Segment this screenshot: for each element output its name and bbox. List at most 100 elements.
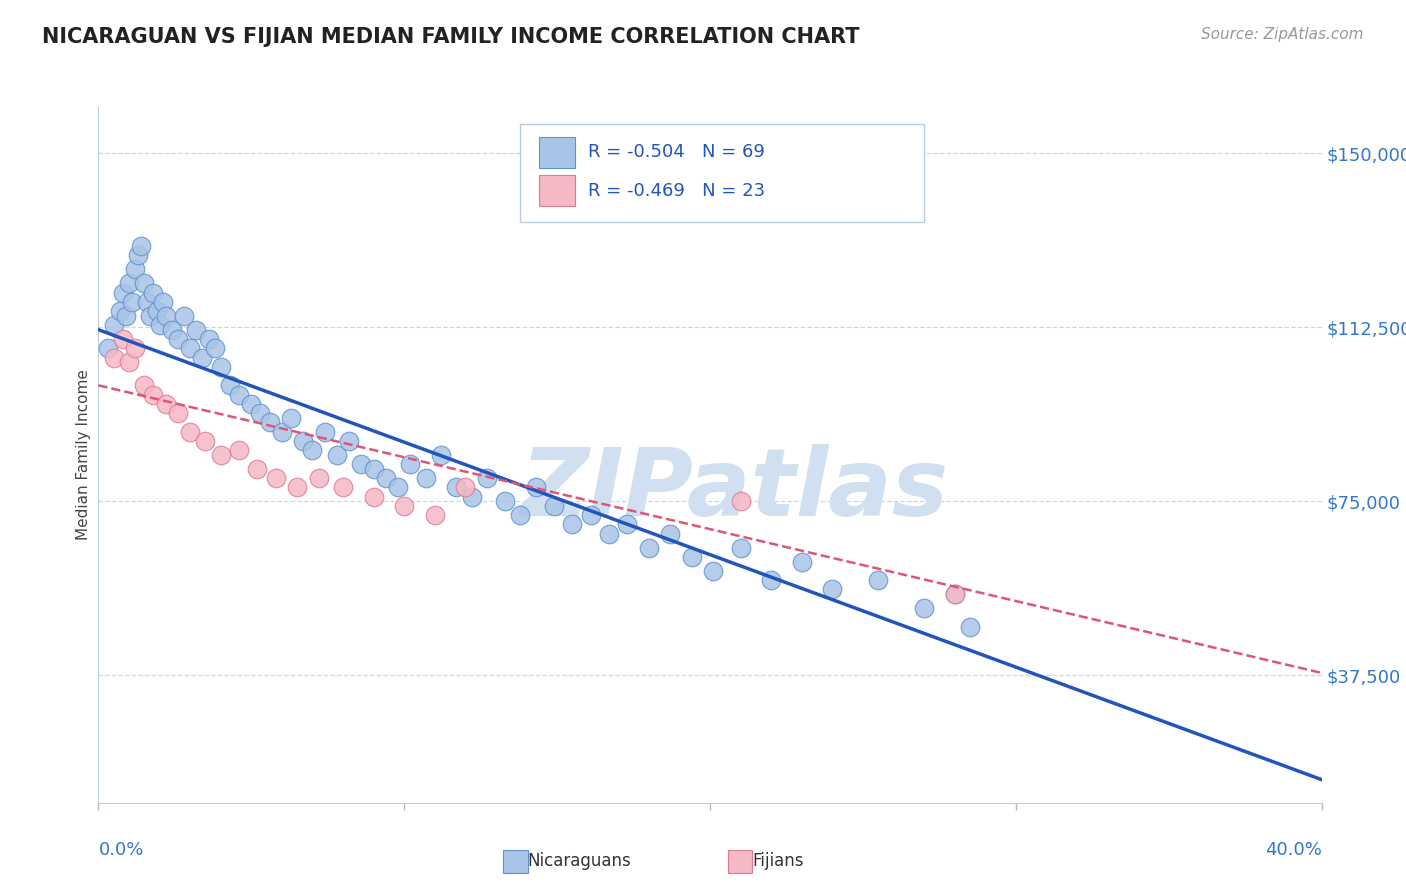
Point xyxy=(730,494,752,508)
Point xyxy=(129,239,152,253)
Point xyxy=(167,406,190,420)
Text: R = -0.504   N = 69: R = -0.504 N = 69 xyxy=(588,144,765,161)
Point xyxy=(149,318,172,332)
Point xyxy=(155,309,177,323)
Point xyxy=(197,332,219,346)
Point xyxy=(194,434,217,448)
Point xyxy=(616,517,638,532)
Point xyxy=(167,332,190,346)
Point xyxy=(179,425,201,439)
Point xyxy=(759,573,782,587)
Point xyxy=(460,490,482,504)
Text: Fijians: Fijians xyxy=(752,852,804,870)
Point xyxy=(363,462,385,476)
Point xyxy=(249,406,271,420)
Point xyxy=(111,332,134,346)
Point xyxy=(392,499,416,513)
Point xyxy=(374,471,396,485)
Text: 0.0%: 0.0% xyxy=(98,841,143,859)
Point xyxy=(111,285,134,300)
Point xyxy=(259,416,281,430)
Point xyxy=(136,294,159,309)
Point xyxy=(509,508,531,523)
Point xyxy=(943,587,966,601)
Point xyxy=(219,378,242,392)
FancyBboxPatch shape xyxy=(538,175,575,206)
Point xyxy=(134,277,156,291)
Text: R = -0.469   N = 23: R = -0.469 N = 23 xyxy=(588,182,765,200)
Point xyxy=(124,262,146,277)
Point xyxy=(191,351,214,365)
Point xyxy=(155,397,177,411)
Point xyxy=(524,480,547,494)
Point xyxy=(142,285,165,300)
Point xyxy=(115,309,138,323)
Point xyxy=(209,448,232,462)
Point xyxy=(399,457,422,471)
Point xyxy=(430,448,453,462)
Point xyxy=(173,309,195,323)
Point xyxy=(730,541,752,555)
Point xyxy=(415,471,437,485)
Point xyxy=(475,471,498,485)
Point xyxy=(637,541,661,555)
Point xyxy=(160,323,183,337)
Point xyxy=(246,462,269,476)
Point xyxy=(124,341,146,355)
Point xyxy=(209,359,232,374)
Point xyxy=(118,277,141,291)
Point xyxy=(579,508,602,523)
Point xyxy=(240,397,263,411)
Y-axis label: Median Family Income: Median Family Income xyxy=(76,369,91,541)
Point xyxy=(454,480,477,494)
Point xyxy=(228,387,250,401)
Text: NICARAGUAN VS FIJIAN MEDIAN FAMILY INCOME CORRELATION CHART: NICARAGUAN VS FIJIAN MEDIAN FAMILY INCOM… xyxy=(42,27,859,46)
Point xyxy=(108,304,131,318)
FancyBboxPatch shape xyxy=(520,124,924,222)
Point xyxy=(444,480,467,494)
Point xyxy=(959,619,981,633)
Text: ZIPatlas: ZIPatlas xyxy=(520,443,949,536)
Text: 40.0%: 40.0% xyxy=(1265,841,1322,859)
Point xyxy=(139,309,162,323)
Point xyxy=(179,341,201,355)
FancyBboxPatch shape xyxy=(538,137,575,168)
Point xyxy=(790,555,813,569)
Point xyxy=(103,351,125,365)
Point xyxy=(204,341,226,355)
Point xyxy=(121,294,143,309)
Point xyxy=(127,248,149,262)
Point xyxy=(363,490,385,504)
Point xyxy=(103,318,125,332)
Point xyxy=(912,601,935,615)
Text: Nicaraguans: Nicaraguans xyxy=(527,852,631,870)
Point xyxy=(152,294,174,309)
Point xyxy=(308,471,330,485)
Point xyxy=(868,573,890,587)
Point xyxy=(118,355,141,369)
Point xyxy=(543,499,565,513)
Point xyxy=(186,323,208,337)
Point xyxy=(821,582,844,597)
Point xyxy=(314,425,336,439)
Point xyxy=(943,587,966,601)
Point xyxy=(702,564,724,578)
Point xyxy=(598,526,620,541)
Point xyxy=(301,443,323,458)
Point xyxy=(332,480,354,494)
Text: Source: ZipAtlas.com: Source: ZipAtlas.com xyxy=(1201,27,1364,42)
Point xyxy=(145,304,167,318)
Point xyxy=(228,443,250,458)
Point xyxy=(285,480,308,494)
Point xyxy=(423,508,446,523)
Point xyxy=(561,517,583,532)
Point xyxy=(134,378,156,392)
Point xyxy=(337,434,360,448)
Point xyxy=(97,341,120,355)
Point xyxy=(280,410,302,425)
Point xyxy=(326,448,349,462)
Point xyxy=(270,425,292,439)
Point xyxy=(387,480,409,494)
Point xyxy=(142,387,165,401)
Point xyxy=(659,526,682,541)
